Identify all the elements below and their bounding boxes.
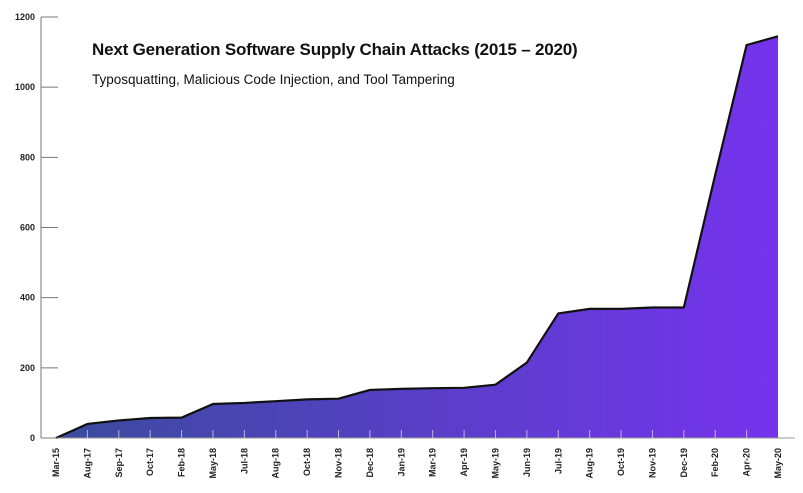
y-tick-label: 0	[30, 433, 35, 443]
x-tick-label: Aug-17	[82, 448, 92, 479]
x-tick-label: Apr-20	[742, 448, 752, 477]
x-tick-label: Dec-19	[679, 448, 689, 478]
y-tick-label: 1200	[15, 12, 35, 22]
chart-title: Next Generation Software Supply Chain At…	[92, 40, 578, 59]
x-tick-label: Feb-20	[710, 448, 720, 477]
y-tick-label: 200	[20, 363, 35, 373]
x-tick-label: Nov-18	[334, 448, 344, 478]
y-tick-label: 1000	[15, 82, 35, 92]
series-line	[55, 35, 779, 440]
x-tick-label: Aug-18	[271, 448, 281, 479]
x-tick-label: Feb-18	[177, 448, 187, 477]
x-tick-label: May-19	[490, 448, 500, 479]
x-tick-label: Mar-15	[51, 448, 61, 477]
x-tick-label: Jul-18	[239, 448, 249, 474]
x-tick-label: Jan-19	[396, 448, 406, 477]
y-tick-label: 600	[20, 223, 35, 233]
x-tick-label: Oct-19	[616, 448, 626, 476]
x-tick-label: May-18	[208, 448, 218, 479]
chart-subtitle: Typosquatting, Malicious Code Injection,…	[92, 72, 455, 87]
x-tick-label: May-20	[773, 448, 783, 479]
x-tick-label: Sep-17	[114, 448, 124, 478]
x-tick-label: Mar-19	[428, 448, 438, 477]
y-tick-label: 800	[20, 152, 35, 162]
x-tick-label: Jul-19	[553, 448, 563, 474]
x-tick-label: Oct-17	[145, 448, 155, 476]
y-tick-label: 400	[20, 293, 35, 303]
area-fill	[56, 36, 778, 438]
x-tick-label: Dec-18	[365, 448, 375, 478]
x-tick-label: Apr-19	[459, 448, 469, 477]
x-tick-label: Aug-19	[585, 448, 595, 479]
x-tick-label: Jun-19	[522, 448, 532, 477]
x-tick-label: Oct-18	[302, 448, 312, 476]
x-tick-label: Nov-19	[647, 448, 657, 478]
